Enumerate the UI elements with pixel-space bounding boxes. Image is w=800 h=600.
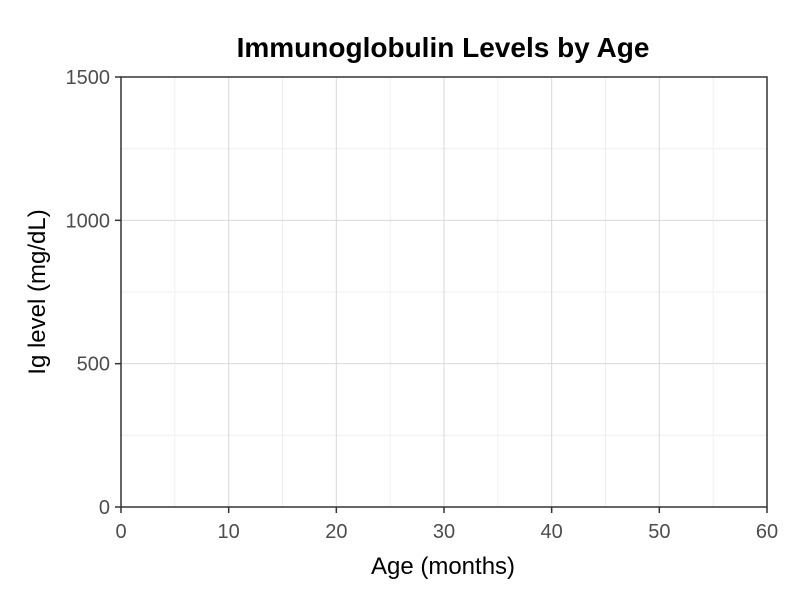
y-tick-label: 1500 — [66, 67, 111, 89]
x-axis-label: Age (months) — [371, 553, 515, 580]
x-tick-label: 30 — [433, 521, 455, 543]
axis-layer: 0 10 20 30 40 50 60 0 500 1000 1500 — [66, 67, 779, 543]
y-axis-label: Ig level (mg/dL) — [24, 209, 51, 374]
x-tick-label: 0 — [115, 521, 126, 543]
x-tick-label: 50 — [648, 521, 670, 543]
grid-layer — [120, 76, 768, 508]
y-tick-label: 0 — [99, 497, 110, 519]
chart-title: Immunoglobulin Levels by Age — [237, 32, 650, 63]
y-tick-label: 500 — [77, 354, 110, 376]
y-tick-label: 1000 — [66, 210, 111, 232]
x-tick-label: 10 — [218, 521, 240, 543]
x-tick-label: 40 — [541, 521, 563, 543]
x-tick-label: 60 — [756, 521, 778, 543]
x-tick-label: 20 — [325, 521, 347, 543]
